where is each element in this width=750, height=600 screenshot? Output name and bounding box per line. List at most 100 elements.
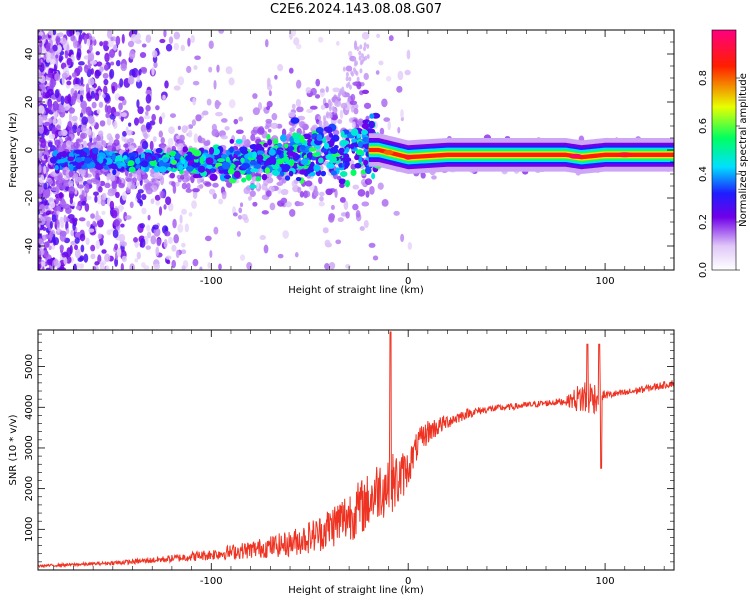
spectrogram-noise-mark bbox=[158, 206, 163, 216]
spectrogram-halo-mark bbox=[288, 67, 294, 74]
spectrogram-noise-mark bbox=[38, 238, 44, 244]
spectrogram-streak-mark bbox=[325, 112, 329, 118]
spectrogram-noise-mark bbox=[46, 51, 51, 60]
spectrogram-halo-mark bbox=[75, 138, 84, 143]
spectrogram-noise-mark bbox=[181, 125, 188, 133]
spectrogram-core-mark bbox=[350, 128, 359, 136]
spectrogram-core-mark bbox=[354, 162, 362, 169]
spectrogram-core-mark bbox=[282, 150, 289, 158]
spectrogram-core-mark bbox=[241, 163, 250, 170]
spectrogram-panel: -100 0 100 -40 -20 0 20 40 Height of straight … bbox=[8, 29, 675, 296]
spectrogram-noise-mark bbox=[53, 63, 57, 74]
spectrogram-halo-mark bbox=[153, 172, 160, 178]
spectrogram-halo-mark bbox=[352, 81, 360, 86]
spectrogram-noise-mark bbox=[106, 30, 113, 39]
spectrogram-noise-mark bbox=[159, 38, 166, 44]
spectrogram-noise-mark bbox=[54, 89, 60, 99]
spectrogram-halo-mark bbox=[339, 183, 345, 188]
spectrogram-halo-mark bbox=[171, 181, 176, 187]
spectrogram-noise-mark bbox=[60, 95, 65, 106]
spectrogram-noise-mark bbox=[41, 198, 45, 204]
spectrogram-halo-mark bbox=[136, 174, 143, 182]
spectrogram-halo-mark bbox=[123, 138, 131, 144]
spectrogram-halo-mark bbox=[250, 129, 258, 136]
spectrogram-noise-mark bbox=[184, 223, 189, 233]
spectrogram-halo-mark bbox=[361, 89, 369, 94]
spectrogram-noise-mark bbox=[120, 241, 128, 247]
spectrogram-noise-mark bbox=[52, 44, 58, 52]
y-tick-label: -40 bbox=[24, 238, 35, 254]
spectrogram-noise-mark bbox=[145, 94, 152, 104]
spectrogram-noise-mark bbox=[118, 102, 123, 111]
spectrogram-noise-mark bbox=[93, 266, 97, 270]
spectrogram-noise-mark bbox=[139, 52, 147, 58]
spectrogram-core-mark bbox=[320, 148, 328, 153]
spectrogram-noise-mark bbox=[46, 210, 51, 216]
spectrogram-noise-mark bbox=[264, 39, 269, 48]
spectrogram-noise-mark bbox=[162, 94, 166, 100]
spectrogram-streak-mark bbox=[341, 91, 345, 97]
spectrogram-noise-mark bbox=[153, 227, 161, 237]
spectrogram-noise-mark bbox=[65, 207, 72, 215]
spectrogram-noise-mark bbox=[199, 266, 203, 270]
spectrogram-noise-mark bbox=[90, 244, 96, 252]
spectrogram-noise-mark bbox=[47, 100, 53, 111]
spectrogram-core-mark bbox=[178, 164, 183, 172]
spectrogram-peak-mark bbox=[404, 154, 413, 160]
spectrogram-halo-mark bbox=[233, 118, 239, 125]
spectrogram-halo-mark bbox=[238, 116, 244, 122]
spectrogram-noise-mark bbox=[209, 250, 213, 258]
spectrogram-halo-mark bbox=[116, 178, 122, 185]
spectrogram-halo-mark bbox=[177, 143, 185, 151]
spectrogram-core-mark bbox=[127, 160, 135, 167]
spectrogram-core-mark bbox=[279, 134, 287, 142]
spectrogram-noise-mark bbox=[149, 140, 154, 151]
spectrogram-noise-mark bbox=[78, 36, 82, 45]
spectrogram-core-mark bbox=[147, 156, 152, 162]
spectrogram-noise-mark bbox=[120, 223, 125, 228]
spectrogram-x-ticks: -100 0 100 bbox=[53, 30, 665, 287]
spectrogram-noise-mark bbox=[140, 66, 147, 73]
spectrogram-halo-mark bbox=[179, 134, 185, 142]
spectrogram-streak-mark bbox=[366, 54, 370, 60]
spectrogram-core-mark bbox=[286, 150, 295, 156]
spectrogram-core-mark bbox=[367, 128, 376, 134]
spectrogram-noise-mark bbox=[138, 68, 142, 76]
spectrogram-noise-mark bbox=[41, 261, 46, 267]
spectrogram-halo-mark bbox=[340, 102, 348, 109]
spectrogram-noise-mark bbox=[324, 239, 331, 247]
spectrogram-noise-mark bbox=[191, 119, 197, 127]
spectrogram-noise-mark bbox=[96, 108, 101, 115]
spectrogram-halo-mark bbox=[332, 87, 341, 93]
colorbar-gradient bbox=[712, 30, 736, 270]
spectrogram-halo-mark bbox=[263, 178, 269, 187]
spectrogram-core-mark bbox=[361, 123, 370, 130]
spectrogram-noise-mark bbox=[195, 114, 202, 122]
spectrogram-noise-mark bbox=[91, 101, 97, 109]
spectrogram-core-mark bbox=[197, 165, 206, 173]
spectrogram-noise-mark bbox=[66, 58, 73, 66]
spectrogram-halo-mark bbox=[281, 177, 287, 184]
spectrogram-noise-mark bbox=[213, 79, 217, 90]
spectrogram-streak-mark bbox=[359, 68, 363, 74]
spectrogram-core-mark bbox=[67, 156, 75, 162]
spectrogram-halo-mark bbox=[299, 190, 304, 198]
spectrogram-halo-mark bbox=[106, 133, 113, 141]
spectrogram-noise-mark bbox=[188, 212, 193, 217]
spectrogram-core-mark bbox=[252, 151, 257, 159]
spectrogram-noise-mark bbox=[161, 112, 166, 119]
snr-y-axis-label: SNR (10 * v/v) bbox=[8, 414, 19, 485]
spectrogram-noise-mark bbox=[51, 214, 57, 223]
spectrogram-noise-mark bbox=[141, 193, 147, 201]
spectrogram-noise-mark bbox=[119, 78, 124, 88]
spectrogram-halo-mark bbox=[320, 104, 326, 110]
colorbar-ticks: 0.0 0.2 0.4 0.6 0.8 bbox=[698, 70, 740, 278]
spectrogram-noise-mark bbox=[165, 255, 172, 260]
spectrogram-noise-mark bbox=[294, 252, 299, 258]
spectrogram-halo-mark bbox=[345, 211, 350, 219]
spectrogram-noise-mark bbox=[43, 189, 51, 199]
spectrogram-noise-mark bbox=[103, 64, 110, 71]
spectrogram-halo-mark bbox=[212, 182, 219, 188]
spectrogram-halo-mark bbox=[128, 145, 135, 152]
spectrogram-halo-mark bbox=[297, 186, 302, 194]
